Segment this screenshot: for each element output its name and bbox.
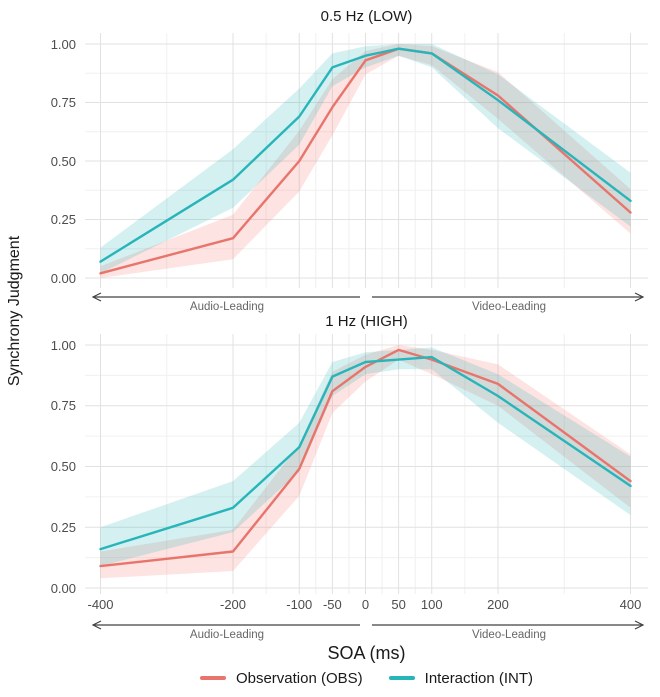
int-line: [99, 355, 632, 551]
observation-line-swatch: [199, 676, 226, 680]
x-tick-label: -400: [87, 597, 114, 612]
legend-item-observation: Observation (OBS): [199, 669, 363, 687]
panel-low: [85, 33, 648, 302]
audio-leading-label-low: Audio-Leading: [189, 301, 265, 313]
x-tick-label: -50: [322, 597, 342, 612]
legend: Observation (OBS) Interaction (INT): [85, 668, 648, 688]
video-leading-label-low: Video-Leading: [472, 301, 546, 313]
leading-direction-arrow: [91, 292, 645, 302]
panel-title-high: 1 Hz (HIGH): [325, 313, 408, 330]
legend-label-interaction: Interaction (INT): [424, 669, 534, 687]
obs-confidence-band: [100, 345, 631, 579]
y-tick-label: 0.50: [50, 459, 76, 474]
x-tick-label: -200: [219, 597, 247, 612]
y-tick-label: 0.00: [50, 580, 76, 596]
legend-item-interaction: Interaction (INT): [388, 669, 534, 687]
int-line: [99, 47, 632, 263]
y-tick-label: 0.00: [50, 270, 76, 286]
y-axis-title: Synchrony Judgment: [6, 235, 23, 387]
x-tick-label: 0: [361, 597, 370, 612]
legend-label-observation: Observation (OBS): [235, 669, 363, 687]
obs-line: [99, 348, 632, 568]
y-tick-label: 1.00: [50, 36, 76, 52]
y-tick-label: 0.75: [50, 95, 76, 110]
audio-leading-label-high: Audio-Leading: [189, 629, 265, 641]
obs-line: [99, 47, 632, 275]
int-confidence-band: [100, 347, 631, 567]
obs-confidence-band: [100, 44, 631, 278]
x-tick-label: 100: [420, 597, 443, 612]
y-tick-label: 0.25: [50, 519, 76, 535]
x-tick-label: -100: [286, 597, 313, 612]
y-tick-label: 0.25: [50, 212, 76, 227]
panel-high: [85, 334, 648, 630]
y-tick-label: 1.00: [50, 337, 76, 353]
y-tick-label: 0.50: [50, 153, 76, 169]
video-leading-label-high: Video-Leading: [472, 629, 546, 641]
interaction-line-swatch: [388, 676, 415, 680]
x-tick-label: 200: [487, 597, 509, 612]
x-axis-title: SOA (ms): [327, 643, 406, 663]
leading-direction-arrow: [91, 620, 645, 630]
y-tick-label: 0.75: [50, 398, 76, 414]
panel-title-low: 0.5 Hz (LOW): [320, 8, 413, 25]
x-tick-label: 400: [619, 597, 642, 612]
x-tick-label: 50: [391, 597, 406, 612]
